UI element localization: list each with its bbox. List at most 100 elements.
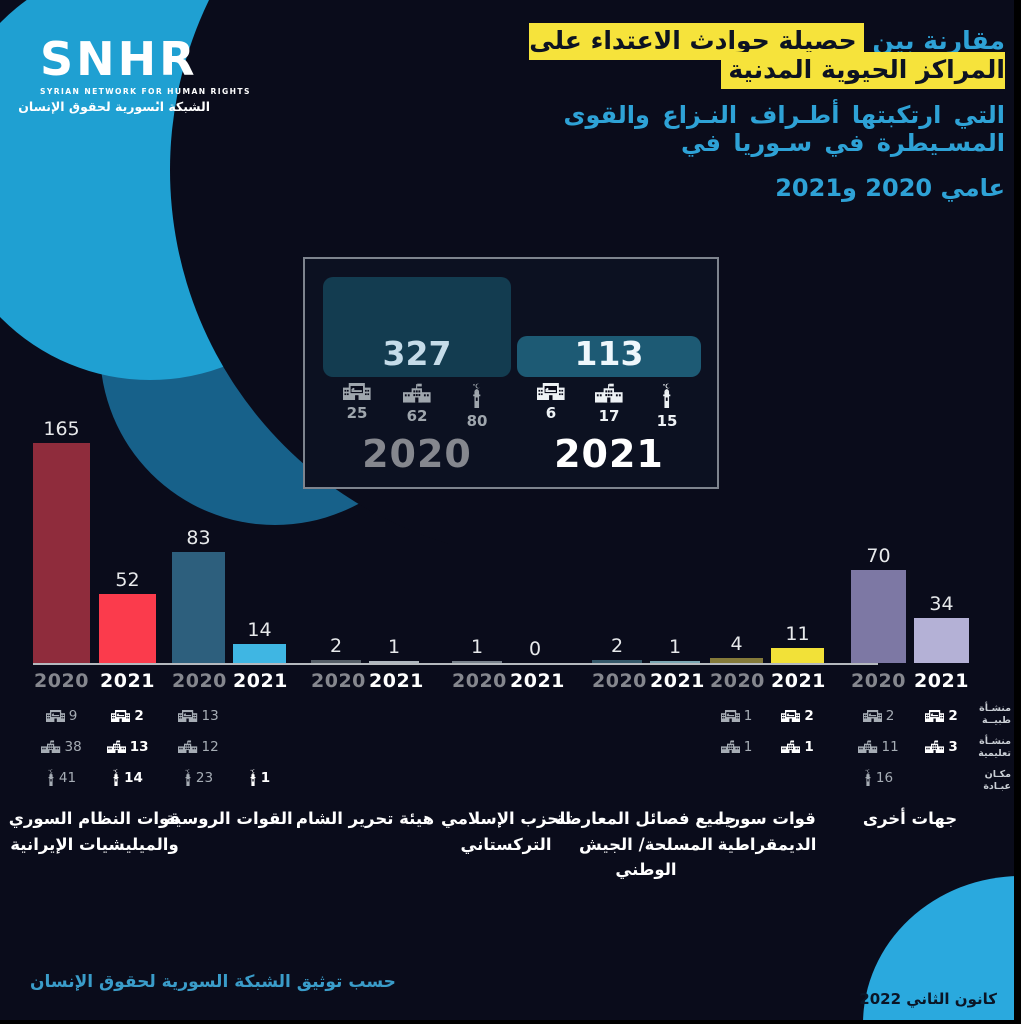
bar-stack: 4 (710, 420, 763, 663)
bars-area: 1 0 (452, 420, 560, 663)
group-label-line: الديمقراطية (717, 834, 817, 854)
title-prefix: مقارنة بين (872, 26, 1005, 55)
year-label-2021: 2021 (650, 670, 705, 692)
educational-facility-icon (720, 740, 740, 754)
year-label-2021: 2021 (369, 670, 424, 692)
stats-block (311, 700, 419, 798)
group-label: جميع فصائل المعارضة المسلحة/ الجيش الوطني (554, 806, 738, 883)
place-of-worship-icon (663, 383, 671, 409)
bar-2020 (710, 658, 763, 663)
medical-facility-icon (111, 709, 131, 722)
place-of-worship-icon (48, 769, 54, 787)
summary-stat-value: 6 (545, 404, 557, 423)
summary-year-label: 2021 (554, 432, 664, 477)
bars-area: 4 11 (710, 420, 824, 663)
facility-stat-value: 11 (881, 738, 899, 755)
facility-stat-value: 2 (804, 707, 814, 724)
bar-value-label: 1 (387, 636, 401, 658)
facility-stat-cell: 14 (99, 769, 156, 787)
medical-facility-icon (537, 383, 565, 401)
logo-name-arabic: الشبكة السورية لحقوق الإنسان (18, 99, 210, 114)
bar-stack: 14 (233, 420, 286, 663)
summary-stat-school: 62 (393, 383, 441, 430)
stats-block (452, 700, 560, 798)
group-label-line: والميليشيات الإيرانية (10, 834, 179, 854)
years-row: 2020 2021 (172, 670, 287, 692)
group-label-line: قوات سوريا (718, 809, 816, 828)
group-label-line: جميع فصائل المعارضة (555, 809, 737, 828)
year-label-2020: 2020 (34, 670, 89, 692)
chart-group-1: 165 52 2020 2021 9 2 (9, 420, 180, 857)
year-label-2020: 2020 (592, 670, 647, 692)
stats-block: 1 2 1 1 (710, 700, 824, 798)
medical-facility-icon (925, 709, 945, 722)
year-label-2020: 2020 (710, 670, 765, 692)
years-row: 2020 2021 (311, 670, 424, 692)
summary-stats-2020: 25 62 80 (323, 377, 511, 430)
chart-group-4: 1 0 2020 2021 الحزب الإسلامي التركستاني (441, 420, 571, 857)
summary-total-2021: 113 (574, 334, 644, 373)
bar-stack: 1 (452, 420, 502, 663)
facility-stat-row: 41 14 (33, 762, 156, 793)
facility-stat-row: 2 2 (851, 700, 969, 731)
legend-text-line: منشـأة (979, 703, 1011, 714)
bars-area: 83 14 (172, 420, 286, 663)
years-row: 2020 2021 (851, 670, 969, 692)
facility-stat-row: 16 (851, 762, 969, 793)
facility-stat-value: 13 (201, 707, 219, 724)
educational-facility-icon (41, 740, 61, 754)
x-axis-line (33, 663, 878, 665)
facility-stat-value: 2 (885, 707, 895, 724)
facility-stat-value: 23 (195, 769, 214, 786)
summary-bar-wrap: 113 (517, 277, 701, 377)
logo-name-english: SYRIAN NETWORK FOR HUMAN RIGHTS (40, 87, 251, 96)
legend-item-worship: مكـان عبـادة (959, 769, 1011, 802)
summary-totals-box: 327 25 62 80 2020 113 (303, 257, 719, 489)
bar-value-label: 0 (528, 638, 542, 660)
facility-stat-row: 23 1 (172, 762, 286, 793)
years-row: 2020 2021 (710, 670, 825, 692)
right-edge-strip (1014, 0, 1021, 1024)
facility-stat-cell: 9 (33, 708, 90, 724)
place-of-worship-icon (865, 769, 871, 787)
bar-2021 (914, 618, 969, 663)
stats-block: 2 2 11 3 16 (851, 700, 969, 798)
bar-stack: 165 (33, 420, 90, 663)
facility-stat-value: 1 (743, 707, 753, 724)
medical-facility-icon (862, 709, 882, 722)
summary-stat-medical: 6 (527, 383, 575, 430)
facility-stat-cell: 2 (99, 708, 156, 724)
summary-panel-2021: 113 6 17 15 2021 (517, 277, 701, 476)
stats-block: 9 2 38 13 41 14 (33, 700, 156, 798)
bar-stack: 52 (99, 420, 156, 663)
facility-stat-row: 1 1 (710, 731, 824, 762)
summary-stat-school: 17 (585, 383, 633, 430)
source-note: حسب توثيق الشبكة السورية لحقوق الإنسان (30, 972, 396, 992)
bar-value-label: 4 (730, 633, 743, 655)
summary-stat-value: 80 (466, 412, 488, 431)
bar-value-label: 165 (43, 418, 80, 440)
summary-bar-2020: 327 (323, 277, 511, 377)
summary-stat-worship: 80 (453, 383, 501, 430)
snhr-logo: SNHR SYRIAN NETWORK FOR HUMAN RIGHTS الش… (18, 36, 251, 114)
facility-stat-value: 1 (804, 738, 814, 755)
bar-value-label: 14 (247, 619, 272, 641)
legend-text-line: عبـادة (983, 780, 1011, 792)
facility-stat-cell: 1 (710, 739, 763, 755)
facility-stat-value: 2 (948, 707, 958, 724)
legend-text-line: منشـأة (979, 736, 1011, 747)
year-label-2020: 2020 (452, 670, 507, 692)
group-label: جهات أخرى (810, 806, 1011, 832)
facility-stat-cell: 2 (771, 708, 824, 724)
legend-text-line: مكـان (984, 769, 1011, 780)
bar-2020 (592, 660, 642, 663)
bar-stack: 11 (771, 420, 824, 663)
summary-stat-medical: 25 (333, 383, 381, 430)
years-row: 2020 2021 (33, 670, 156, 692)
medical-facility-icon (178, 709, 198, 722)
stats-block (592, 700, 700, 798)
chart-group-5: 2 1 2020 2021 جميع فصائل المعارضة المسلحة/… (556, 420, 737, 883)
summary-total-2020: 327 (382, 334, 452, 373)
bar-2020 (172, 552, 225, 663)
summary-year-label: 2020 (362, 432, 472, 477)
